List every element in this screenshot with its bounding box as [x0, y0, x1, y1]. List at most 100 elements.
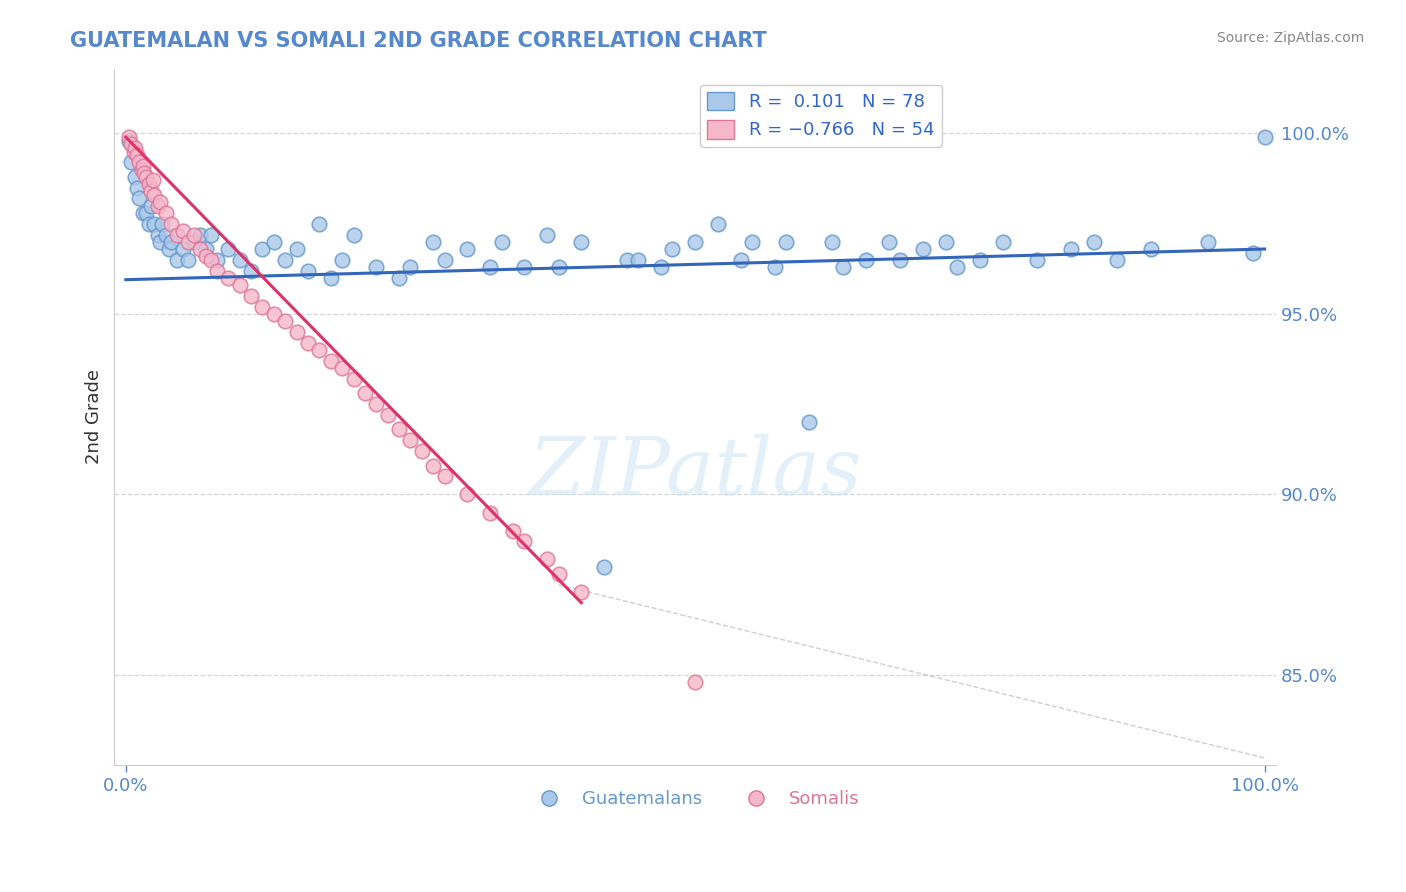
Point	[124, 141, 146, 155]
Point	[274, 314, 297, 328]
Point	[132, 166, 155, 180]
Point	[683, 235, 706, 249]
Point	[911, 242, 934, 256]
Point	[797, 415, 820, 429]
Point	[399, 260, 422, 274]
Point	[143, 217, 166, 231]
Point	[1060, 242, 1083, 256]
Point	[536, 227, 558, 242]
Point	[139, 184, 162, 198]
Point	[877, 235, 900, 249]
Point	[183, 227, 205, 242]
Point	[205, 263, 228, 277]
Point	[217, 271, 239, 285]
Text: GUATEMALAN VS SOMALI 2ND GRADE CORRELATION CHART: GUATEMALAN VS SOMALI 2ND GRADE CORRELATI…	[70, 31, 768, 51]
Point	[1253, 130, 1275, 145]
Point	[342, 372, 364, 386]
Point	[252, 242, 274, 256]
Point	[118, 134, 141, 148]
Point	[142, 173, 165, 187]
Point	[217, 242, 239, 256]
Point	[172, 224, 194, 238]
Point	[991, 235, 1014, 249]
Point	[166, 252, 188, 267]
Point	[166, 227, 188, 242]
Point	[155, 227, 177, 242]
Point	[366, 397, 388, 411]
Point	[593, 559, 616, 574]
Point	[183, 235, 205, 249]
Point	[1025, 252, 1047, 267]
Point	[200, 227, 222, 242]
Point	[388, 422, 411, 436]
Point	[263, 235, 285, 249]
Point	[157, 242, 180, 256]
Point	[194, 249, 217, 263]
Point	[889, 252, 911, 267]
Point	[121, 155, 143, 169]
Point	[127, 148, 149, 162]
Point	[150, 217, 173, 231]
Point	[128, 155, 150, 169]
Point	[188, 227, 211, 242]
Point	[946, 260, 969, 274]
Point	[177, 235, 200, 249]
Point	[118, 130, 141, 145]
Point	[297, 263, 319, 277]
Point	[775, 235, 797, 249]
Legend: Guatemalans, Somalis: Guatemalans, Somalis	[524, 783, 866, 815]
Point	[146, 227, 169, 242]
Point	[228, 252, 250, 267]
Point	[377, 408, 399, 422]
Point	[513, 260, 536, 274]
Point	[354, 386, 377, 401]
Point	[433, 469, 456, 483]
Point	[456, 242, 478, 256]
Point	[172, 242, 194, 256]
Point	[569, 235, 592, 249]
Point	[128, 192, 150, 206]
Point	[285, 242, 308, 256]
Point	[1241, 245, 1264, 260]
Point	[661, 242, 683, 256]
Point	[683, 675, 706, 690]
Point	[741, 235, 763, 249]
Y-axis label: 2nd Grade: 2nd Grade	[86, 369, 103, 465]
Point	[285, 325, 308, 339]
Point	[491, 235, 513, 249]
Point	[969, 252, 991, 267]
Point	[188, 242, 211, 256]
Point	[456, 487, 478, 501]
Point	[121, 137, 143, 152]
Point	[319, 354, 342, 368]
Point	[513, 534, 536, 549]
Point	[536, 552, 558, 566]
Point	[479, 260, 502, 274]
Point	[479, 506, 502, 520]
Point	[263, 307, 285, 321]
Point	[855, 252, 877, 267]
Point	[342, 227, 364, 242]
Point	[252, 300, 274, 314]
Point	[138, 177, 160, 191]
Point	[569, 585, 592, 599]
Point	[330, 252, 353, 267]
Point	[433, 252, 456, 267]
Point	[138, 217, 160, 231]
Point	[832, 260, 855, 274]
Point	[422, 235, 444, 249]
Point	[388, 271, 411, 285]
Point	[124, 169, 146, 184]
Point	[935, 235, 957, 249]
Point	[274, 252, 297, 267]
Point	[547, 566, 569, 581]
Point	[366, 260, 388, 274]
Point	[149, 235, 172, 249]
Point	[821, 235, 844, 249]
Point	[160, 217, 183, 231]
Point	[422, 458, 444, 473]
Point	[240, 263, 263, 277]
Point	[240, 289, 263, 303]
Point	[308, 217, 330, 231]
Point	[194, 242, 217, 256]
